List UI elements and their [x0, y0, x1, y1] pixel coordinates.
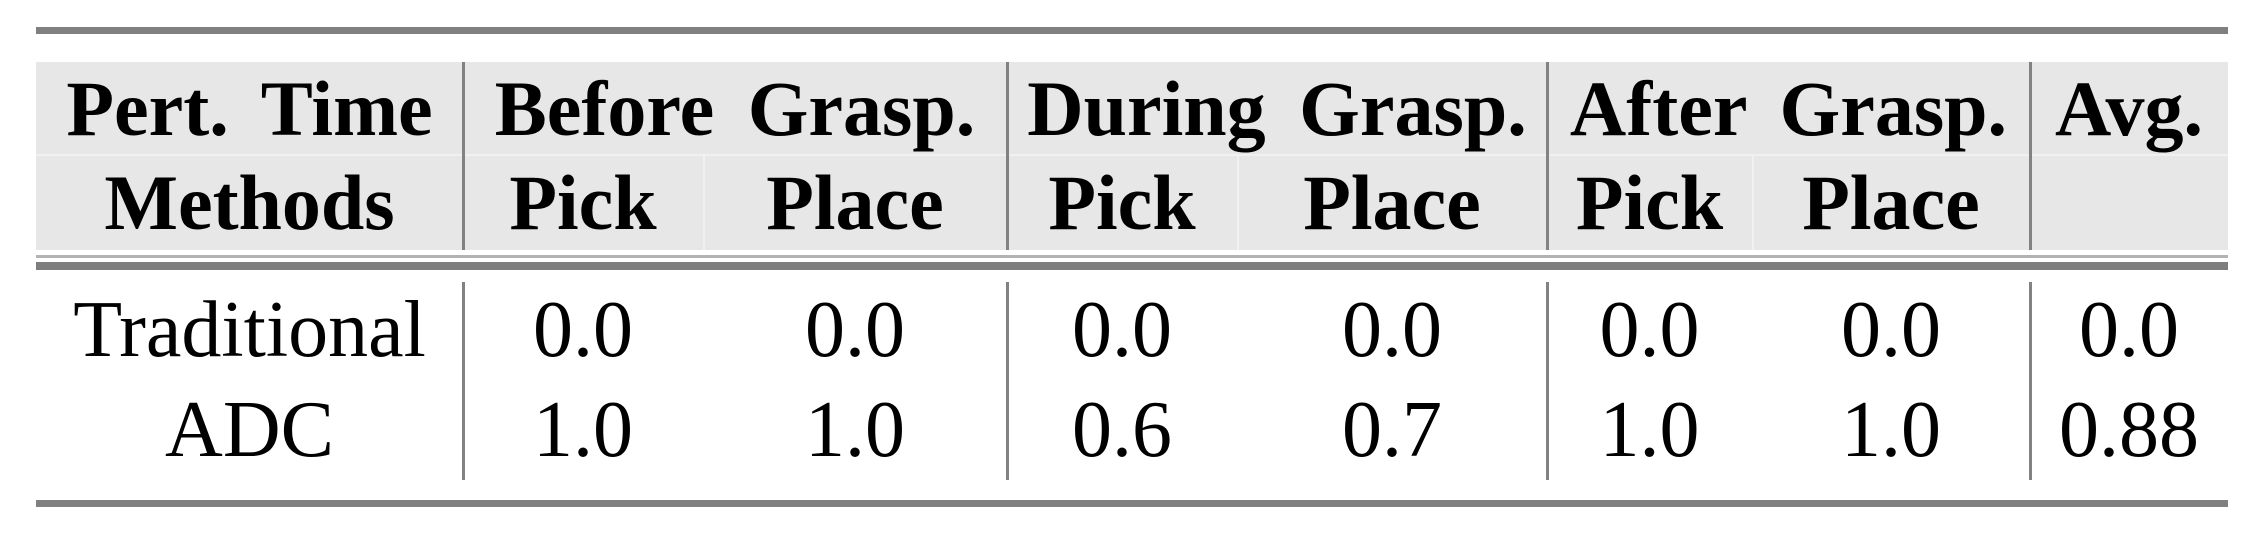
subheader-during-pick: Pick — [1048, 158, 1196, 246]
vertical-rule — [1006, 62, 1009, 250]
subheader-after-place: Place — [1802, 158, 1980, 246]
header-group-before-grasp: Before Grasp. — [494, 64, 976, 152]
value-cell-traditional-after-place: 0.0 — [1841, 286, 1941, 374]
value-cell-traditional-before-place: 0.0 — [805, 286, 905, 374]
header-cell-seam — [1237, 156, 1239, 250]
value-cell-adc-before-pick: 1.0 — [533, 386, 633, 474]
vertical-rule — [2029, 62, 2032, 250]
subheader-during-place: Place — [1303, 158, 1481, 246]
table-header: Pert. Time Before Grasp. During Grasp. A… — [36, 62, 2228, 250]
header-group-during-grasp: During Grasp. — [1027, 64, 1527, 152]
value-cell-adc-during-place: 0.7 — [1342, 386, 1442, 474]
top-rule — [36, 27, 2228, 34]
vertical-rule — [1546, 282, 1549, 480]
midrule-thick — [36, 262, 2228, 270]
header-avg: Avg. — [2054, 64, 2204, 152]
value-cell-adc-during-pick: 0.6 — [1072, 386, 1172, 474]
value-cell-traditional-before-pick: 0.0 — [533, 286, 633, 374]
table-body: Traditional 0.0 0.0 0.0 0.0 0.0 0.0 0.0 … — [36, 280, 2228, 480]
subheader-before-place: Place — [766, 158, 944, 246]
vertical-rule — [1006, 282, 1009, 480]
value-cell-adc-after-pick: 1.0 — [1599, 386, 1700, 474]
vertical-rule — [462, 282, 465, 480]
header-cell-seam — [1752, 156, 1754, 250]
value-cell-adc-after-place: 1.0 — [1841, 386, 1941, 474]
value-cell-traditional-avg: 0.0 — [2079, 286, 2179, 374]
method-cell-traditional: Traditional — [73, 286, 426, 374]
vertical-rule — [462, 62, 465, 250]
subheader-avg-empty — [2030, 155, 2228, 250]
header-group-after-grasp: After Grasp. — [1569, 64, 2008, 152]
vertical-rule — [1546, 62, 1549, 250]
header-pert-time: Pert. Time — [66, 64, 433, 152]
header-methods: Methods — [104, 158, 395, 246]
value-cell-traditional-during-pick: 0.0 — [1072, 286, 1172, 374]
vertical-rule — [2029, 282, 2032, 480]
value-cell-traditional-after-pick: 0.0 — [1599, 286, 1700, 374]
midrule-thin — [36, 255, 2228, 258]
value-cell-traditional-during-place: 0.0 — [1342, 286, 1442, 374]
header-cell-seam — [703, 156, 705, 250]
method-cell-adc: ADC — [165, 386, 334, 474]
subheader-after-pick: Pick — [1575, 158, 1724, 246]
header-row-seam — [36, 154, 2228, 156]
value-cell-adc-before-place: 1.0 — [805, 386, 905, 474]
bottom-rule — [36, 500, 2228, 507]
subheader-before-pick: Pick — [509, 158, 657, 246]
value-cell-adc-avg: 0.88 — [2059, 386, 2199, 474]
